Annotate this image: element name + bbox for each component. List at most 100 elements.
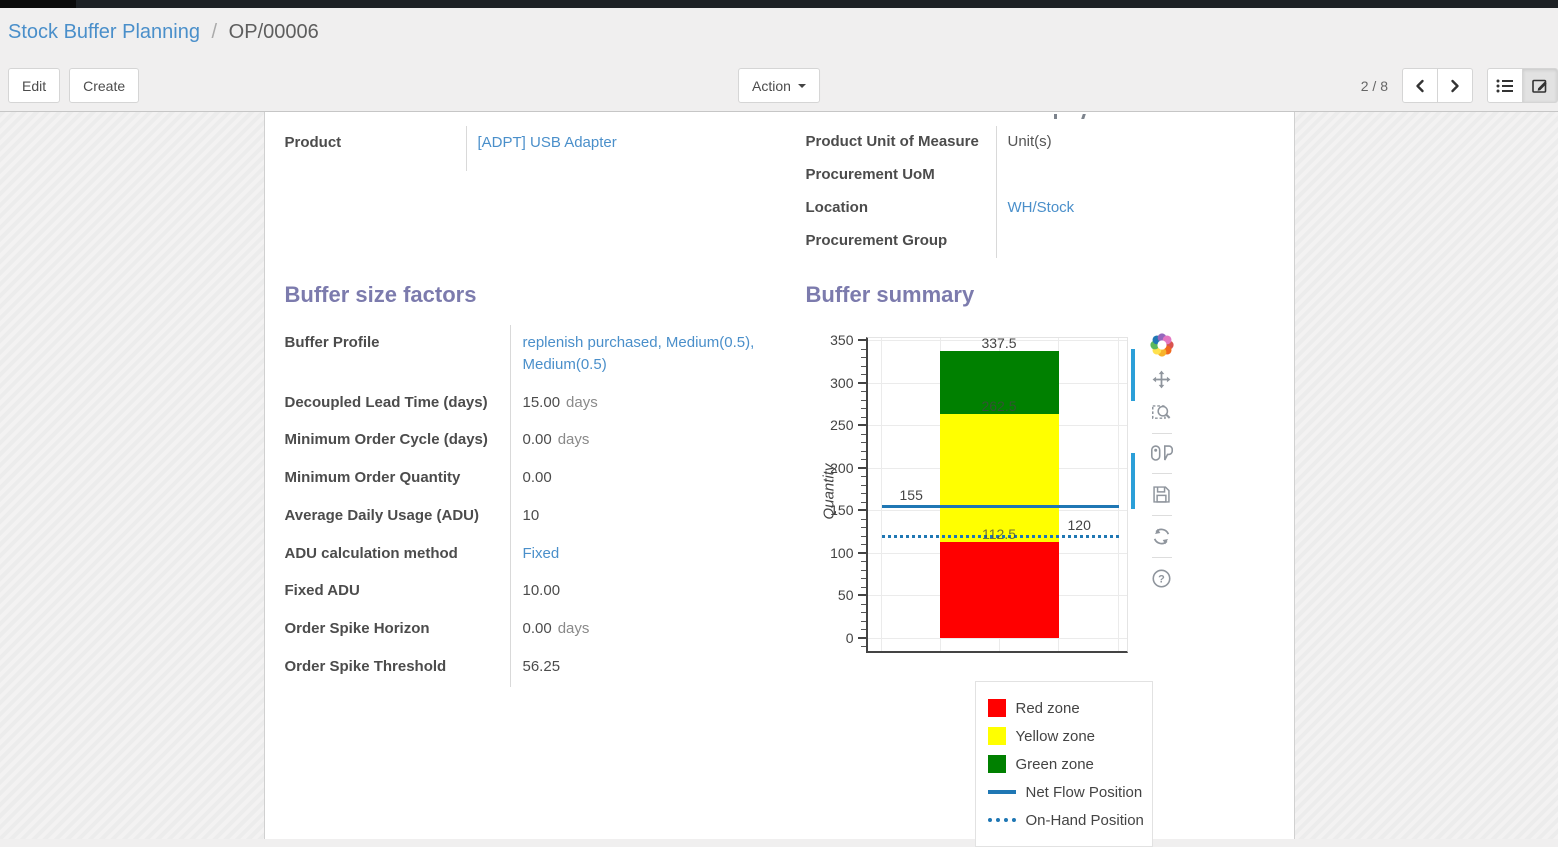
legend-item: Green zone (987, 750, 1140, 778)
modebar-separator (1151, 515, 1172, 516)
field-value-number: 15.00 (522, 393, 561, 411)
y-minor-tick (860, 629, 866, 630)
modebar-separator (1151, 433, 1172, 434)
box-zoom-icon[interactable] (1149, 400, 1174, 425)
y-tick (857, 466, 866, 469)
save-icon[interactable] (1149, 482, 1174, 507)
y-minor-tick (860, 391, 866, 392)
y-minor-tick (860, 569, 866, 571)
field-row: Procurement Group (806, 225, 1274, 258)
legend-label: Green zone (1015, 755, 1094, 773)
field-label: Minimum Order Cycle (days) (285, 422, 511, 460)
legend-label: On-Hand Position (1025, 811, 1144, 829)
form-view-button[interactable] (1522, 68, 1558, 103)
field-value (997, 225, 1008, 258)
field-row: Order Spike Threshold 56.25 (285, 648, 787, 687)
field-label: Fixed ADU (285, 573, 511, 611)
y-tick-label: 250 (830, 417, 854, 433)
field-row: Decoupled Lead Time (days) 15.00 days (285, 384, 787, 423)
on-hand-position-line (881, 534, 1119, 538)
on-hand-position-swatch (987, 818, 1016, 822)
field-value-link[interactable]: replenish purchased, Medium(0.5), Medium… (522, 334, 755, 373)
buffer-size-factors-section: Buffer size factors Buffer Profile replen… (285, 282, 787, 847)
caret-down-icon (797, 84, 806, 88)
field-unit: days (566, 393, 598, 411)
field-value-number: 56.25 (522, 657, 561, 675)
y-tick-label: 300 (830, 374, 854, 391)
y-gridline (867, 340, 1127, 341)
pager-previous-button[interactable] (1402, 68, 1438, 103)
breadcrumb-current: OP/00006 (228, 21, 319, 43)
y-minor-tick (860, 399, 866, 401)
field-value-number: 10 (522, 506, 540, 524)
y-minor-tick (860, 416, 866, 418)
breadcrumb-parent-link[interactable]: Stock Buffer Planning (8, 21, 200, 43)
field-value: Unit(s) (1007, 133, 1052, 150)
y-minor-tick (860, 612, 866, 613)
field-label: Location (806, 192, 997, 225)
field-value-link[interactable]: WH/Stock (1007, 199, 1075, 216)
help-icon[interactable]: ? (1149, 566, 1174, 591)
pager-next-button[interactable] (1437, 68, 1473, 103)
field-row: Fixed ADU 10.00 (285, 573, 787, 611)
y-minor-tick (860, 561, 866, 562)
y-minor-tick (860, 646, 866, 647)
y-minor-tick (860, 357, 866, 358)
y-tick-label: 350 (830, 332, 854, 348)
net-flow-position-swatch (987, 790, 1016, 794)
legend-item: Net Flow Position (987, 778, 1143, 806)
pager: 2 / 8 (1360, 77, 1388, 94)
secondary-fields-group: Product Unit of Measure Unit(s) Procuremen… (806, 126, 1274, 258)
breadcrumb-separator: / (211, 21, 218, 43)
list-view-icon (1496, 79, 1513, 92)
plotly-logo-icon[interactable] (1148, 331, 1176, 359)
chevron-left-icon (1416, 79, 1424, 92)
field-unit: days (557, 620, 590, 637)
bar-value-label: 112.5 (982, 525, 1016, 542)
y-tick (857, 594, 866, 596)
form-view-background: Product [ADPT] USB Adapter Product Unit … (0, 112, 1558, 847)
y-minor-tick (860, 450, 866, 452)
modebar-separator (1151, 473, 1172, 474)
y-tick-label: 200 (830, 459, 854, 476)
yellow-zone-swatch (987, 727, 1006, 745)
buffer-size-factors-title: Buffer size factors (284, 282, 477, 307)
form-view-icon (1532, 79, 1547, 93)
product-field-label: Product (285, 126, 467, 171)
y-minor-tick (860, 620, 866, 622)
field-row: Buffer Profile replenish purchased, Mediu… (285, 325, 787, 385)
y-minor-tick (860, 518, 866, 520)
product-fields-group: Product [ADPT] USB Adapter Product Unit … (285, 112, 1274, 258)
create-button[interactable]: Create (69, 68, 140, 103)
reset-axes-icon[interactable] (1149, 524, 1174, 549)
field-label: Minimum Order Quantity (285, 460, 511, 498)
y-tick-label: 50 (837, 587, 854, 603)
legend-item: Yellow zone (987, 722, 1140, 750)
product-field-value-link[interactable]: [ADPT] USB Adapter (477, 134, 617, 151)
y-minor-tick (860, 501, 866, 503)
field-label: Average Daily Usage (ADU) (285, 497, 511, 536)
action-dropdown-button[interactable]: Action (738, 68, 820, 103)
list-view-button[interactable] (1487, 68, 1523, 103)
form-sheet: Product [ADPT] USB Adapter Product Unit … (263, 112, 1295, 847)
y-minor-tick (860, 365, 866, 367)
field-value-link[interactable]: Fixed (522, 544, 560, 562)
control-panel: Stock Buffer Planning / OP/00006 Edit Cr… (0, 8, 1558, 112)
line-value-label: 155 (899, 486, 923, 503)
x-gridline (1058, 338, 1060, 651)
toggle-hover-icon[interactable] (1147, 442, 1177, 465)
top-menu-bar (0, 0, 1558, 8)
y-tick (857, 636, 866, 639)
y-minor-tick (860, 374, 866, 375)
edit-button[interactable]: Edit (8, 68, 61, 103)
pan-icon[interactable] (1149, 367, 1174, 392)
legend-label: Net Flow Position (1025, 783, 1143, 801)
field-value: 56.25 (511, 649, 769, 687)
field-value: 0.00 (511, 460, 769, 498)
y-tick (857, 551, 866, 554)
x-gridline (881, 338, 883, 651)
y-minor-tick (860, 433, 866, 435)
bar-value-label: 262.5 (981, 398, 1017, 415)
field-label: Product Unit of Measure (806, 126, 997, 159)
modebar-active-indicator (1130, 453, 1135, 509)
